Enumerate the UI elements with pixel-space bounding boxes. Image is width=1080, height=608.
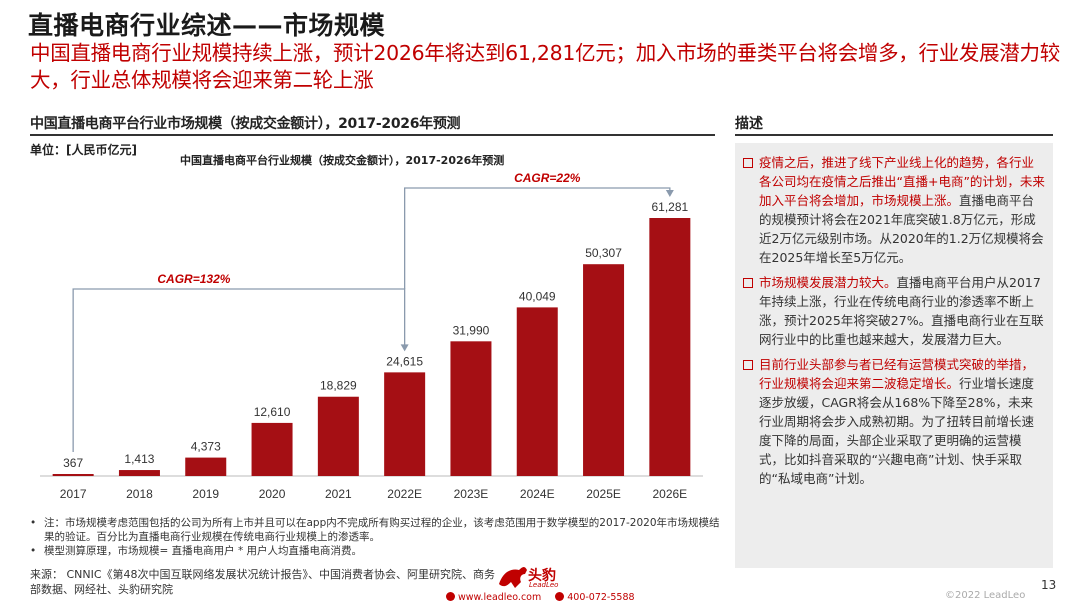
source-text: 来源： CNNIC《第48次中国互联网络发展状况统计报告》、中国消费者协会、阿里… bbox=[30, 568, 496, 596]
bar bbox=[649, 218, 691, 476]
note-item: • 注：市场规模考虑范围包括的公司为所有上市并且可以在app内不完成所有购买过程的… bbox=[30, 517, 720, 543]
logo-text: 头豹 bbox=[528, 568, 556, 584]
note-text: 注：市场规模考虑范围包括的公司为所有上市并且可以在app内不完成所有购买过程的企… bbox=[44, 517, 720, 543]
bar bbox=[516, 307, 558, 476]
x-tick-label: 2022E bbox=[387, 487, 422, 501]
x-tick-label: 2020 bbox=[259, 487, 286, 501]
x-tick-label: 2018 bbox=[126, 487, 153, 501]
x-tick-label: 2021 bbox=[325, 487, 352, 501]
checkbox-bullet-icon bbox=[743, 158, 753, 168]
globe-icon bbox=[446, 592, 455, 601]
description-body: 行业增长速度逐步放缓，CAGR将会从168%下降至28%，未来行业周期将会步入成… bbox=[759, 376, 1035, 486]
website-link[interactable]: www.leadleo.com bbox=[446, 592, 541, 603]
leadleo-logo-icon bbox=[499, 567, 527, 588]
bar-value-label: 31,990 bbox=[453, 323, 490, 337]
bar-value-label: 12,610 bbox=[254, 405, 291, 419]
bar-value-label: 18,829 bbox=[320, 379, 357, 393]
phone-number: 400-072-5588 bbox=[555, 592, 635, 603]
description-highlight: 疫情之后，推进了线下产业线上化的趋势，各行业各公司均在疫情之后推出“直播+电商”… bbox=[759, 155, 1045, 208]
description-item: 目前行业头部参与者已经有运营模式突破的举措，行业规模将会迎来第二波稳定增长。行业… bbox=[743, 355, 1045, 488]
description-item: 市场规模发展潜力较大。直播电商平台用户从2017年持续上涨，行业在传统电商行业的… bbox=[743, 273, 1045, 349]
x-tick-label: 2017 bbox=[60, 487, 87, 501]
bar bbox=[52, 474, 94, 476]
description-body: 直播电商平台的规模预计将会在2021年底突破1.8万亿元，形成近2万亿元级别市场… bbox=[759, 193, 1044, 265]
x-tick-label: 2024E bbox=[520, 487, 555, 501]
description-highlight: 市场规模发展潜力较大。 bbox=[759, 275, 897, 290]
bar-value-label: 4,373 bbox=[191, 440, 221, 454]
cagr-label: CAGR=132% bbox=[157, 272, 230, 286]
description-item: 疫情之后，推进了线下产业线上化的趋势，各行业各公司均在疫情之后推出“直播+电商”… bbox=[743, 153, 1045, 267]
notes: • 注：市场规模考虑范围包括的公司为所有上市并且可以在app内不完成所有购买过程的… bbox=[30, 516, 720, 558]
chart-section-title: 中国直播电商平台行业市场规模（按成交金额计），2017-2026年预测 bbox=[30, 116, 461, 132]
cagr-label: CAGR=22% bbox=[514, 171, 581, 185]
bar bbox=[384, 372, 426, 476]
page-title: 直播电商行业综述——市场规模 bbox=[28, 11, 386, 40]
bar-value-label: 24,615 bbox=[386, 354, 423, 368]
checkbox-bullet-icon bbox=[743, 278, 753, 288]
bar-value-label: 40,049 bbox=[519, 289, 556, 303]
cagr-bracket-line bbox=[403, 187, 671, 289]
bar-chart: 367 2017 1,413 2018 4,373 2019 12,610 2020 18,82… bbox=[40, 171, 703, 501]
bar-value-label: 367 bbox=[63, 456, 83, 470]
x-tick-label: 2026E bbox=[652, 487, 687, 501]
chart-title: 中国直播电商平台行业规模（按成交金额计），2017-2026年预测 bbox=[180, 154, 505, 167]
x-tick-label: 2019 bbox=[192, 487, 219, 501]
x-tick-label: 2023E bbox=[454, 487, 489, 501]
bar bbox=[450, 341, 492, 476]
bar-value-label: 61,281 bbox=[651, 200, 688, 214]
chart-section-divider bbox=[30, 134, 715, 136]
copyright: ©2022 LeadLeo bbox=[945, 590, 1026, 601]
note-item: • 模型测算原理，市场规模= 直播电商用户 * 用户人均直播电商消费。 bbox=[30, 545, 363, 557]
arrow-down-icon bbox=[665, 190, 674, 197]
bar bbox=[583, 264, 625, 476]
description-highlight: 目前行业头部参与者已经有运营模式突破的举措，行业规模将会迎来第二波稳定增长。 bbox=[759, 357, 1035, 391]
note-text: 模型测算原理，市场规模= 直播电商用户 * 用户人均直播电商消费。 bbox=[44, 545, 363, 557]
arrow-down-icon bbox=[400, 344, 409, 352]
description-body: 直播电商平台用户从2017年持续上涨，行业在传统电商行业的渗透率不断上涨，预计2… bbox=[759, 275, 1044, 347]
contact-info: www.leadleo.com 400-072-5588 bbox=[446, 592, 635, 603]
bar bbox=[118, 470, 160, 476]
bar bbox=[185, 457, 227, 476]
x-tick-label: 2025E bbox=[586, 487, 621, 501]
page-subtitle: 中国直播电商行业规模持续上涨，预计2026年将达到61,281亿元；加入市场的垂… bbox=[30, 41, 1060, 92]
page-number: 13 bbox=[1041, 578, 1057, 592]
logo-subtext: LeadLeo bbox=[529, 581, 559, 589]
description-panel: 疫情之后，推进了线下产业线上化的趋势，各行业各公司均在疫情之后推出“直播+电商”… bbox=[735, 143, 1053, 568]
phone-icon bbox=[555, 592, 565, 601]
bar-value-label: 50,307 bbox=[585, 246, 622, 260]
cagr-bracket-line bbox=[72, 288, 406, 452]
description-section-divider bbox=[735, 134, 1053, 136]
checkbox-bullet-icon bbox=[743, 360, 753, 370]
bar-value-label: 1,413 bbox=[124, 452, 154, 466]
bar bbox=[251, 422, 293, 476]
unit-label: 单位：[人民币亿元] bbox=[30, 143, 137, 157]
bar bbox=[317, 396, 359, 476]
description-section-title: 描述 bbox=[735, 116, 763, 132]
